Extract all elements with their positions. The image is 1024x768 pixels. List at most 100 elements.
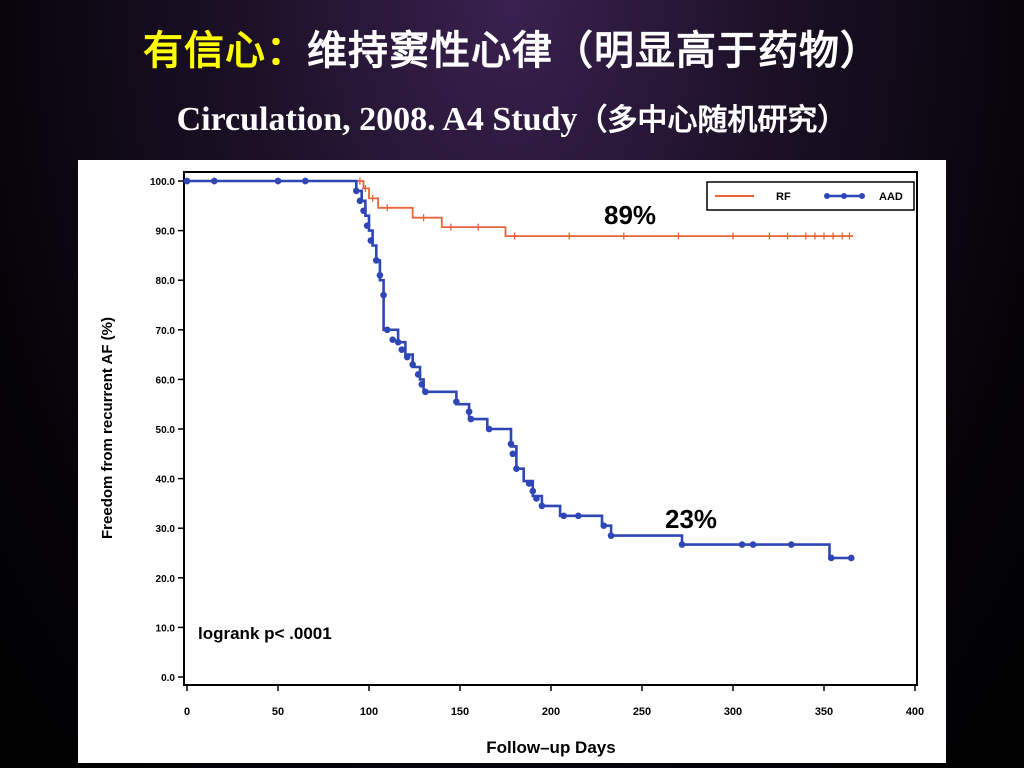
slide-title: 有信心：维持窦性心律（明显高于药物） xyxy=(0,18,1024,76)
censor-point-aad xyxy=(560,512,568,520)
censor-point-aad xyxy=(467,415,475,423)
censor-point-aad xyxy=(465,408,473,415)
censor-point-rf xyxy=(447,223,455,231)
x-tick-label: 200 xyxy=(542,706,560,718)
censor-point-rf xyxy=(420,214,428,222)
legend-aad-marker xyxy=(841,193,847,199)
censor-point-aad xyxy=(414,371,422,378)
plot-frame xyxy=(183,171,918,686)
y-tick-label: 100.0 xyxy=(150,177,175,188)
censor-point-aad xyxy=(607,532,615,539)
censor-point-aad xyxy=(356,197,364,205)
censor-point-rf xyxy=(802,232,810,240)
slide-subtitle: Circulation, 2008. A4 Study（多中心随机研究） xyxy=(0,95,1024,139)
y-tick-label: 90.0 xyxy=(156,227,176,238)
censor-point-aad xyxy=(513,465,520,472)
censor-point-rf xyxy=(361,184,369,192)
rf-end-label: 89% xyxy=(604,200,656,230)
censor-point-aad xyxy=(509,450,517,458)
y-tick-label: 50.0 xyxy=(156,425,176,436)
legend-aad-label: AAD xyxy=(879,191,903,203)
censor-point-aad xyxy=(507,440,515,448)
censor-point-aad xyxy=(749,541,757,548)
series-line-aad xyxy=(187,179,854,560)
y-tick-label: 0.0 xyxy=(161,673,175,684)
censor-point-rf xyxy=(845,232,853,240)
x-tick-label: 400 xyxy=(906,706,924,718)
censor-point-rf xyxy=(784,232,792,240)
censor-point-aad xyxy=(678,541,686,548)
censor-point-aad xyxy=(352,187,360,195)
censor-point-aad xyxy=(787,541,795,548)
series-layer xyxy=(183,177,855,562)
x-tick-label: 150 xyxy=(451,706,469,718)
y-tick-label: 70.0 xyxy=(156,326,176,337)
y-tick-label: 40.0 xyxy=(156,475,176,486)
censor-point-aad xyxy=(538,502,546,510)
aad-end-label: 23% xyxy=(665,504,717,534)
y-tick-label: 10.0 xyxy=(156,623,176,634)
censor-point-aad xyxy=(367,237,375,244)
legend-rf-label: RF xyxy=(776,191,791,203)
censor-point-rf xyxy=(829,232,837,240)
legend-aad-marker xyxy=(824,193,830,199)
censor-point-aad xyxy=(376,271,384,279)
censor-point-rf xyxy=(820,232,828,240)
legend: RF AAD xyxy=(706,181,915,211)
censor-point-aad xyxy=(394,338,402,346)
y-tick-label: 30.0 xyxy=(156,524,176,535)
censor-point-aad xyxy=(302,177,309,185)
censor-point-aad xyxy=(274,177,282,185)
censor-point-rf xyxy=(511,232,519,240)
censor-point-aad xyxy=(525,480,533,487)
censor-point-rf xyxy=(674,232,682,240)
censor-point-rf xyxy=(474,223,482,231)
censor-point-aad xyxy=(372,257,380,264)
censor-point-aad xyxy=(380,291,387,299)
censor-point-aad xyxy=(383,326,391,334)
chart-panel: 0.0 10.0 20.0 30.0 40.0 50.0 60.0 70.0 80.0 90.0 1… xyxy=(78,160,946,763)
censor-point-aad xyxy=(403,353,411,361)
censor-point-aad xyxy=(848,554,855,562)
censor-point-rf xyxy=(765,232,773,240)
slide-subtitle-cn: （多中心随机研究） xyxy=(577,103,848,138)
censor-point-aad xyxy=(600,522,608,530)
y-tick-label: 60.0 xyxy=(156,375,176,386)
censor-point-aad xyxy=(211,177,218,185)
censor-point-aad xyxy=(360,207,367,215)
censor-point-rf xyxy=(729,232,737,240)
slide-title-highlight: 有信心： xyxy=(143,28,307,74)
y-axis-ticks: 0.0 10.0 20.0 30.0 40.0 50.0 60.0 70.0 80.0 90.0 1… xyxy=(150,177,184,684)
x-tick-label: 100 xyxy=(360,706,378,718)
y-tick-label: 20.0 xyxy=(156,574,176,585)
x-tick-label: 50 xyxy=(272,706,284,718)
slide-subtitle-en: Circulation, 2008. A4 Study xyxy=(176,101,578,138)
x-axis-ticks: 0 50 100 150 200 250 300 350 400 xyxy=(184,685,924,718)
censor-point-aad xyxy=(485,425,493,433)
x-tick-label: 0 xyxy=(184,706,190,718)
censor-point-aad xyxy=(409,361,416,368)
x-tick-label: 300 xyxy=(724,706,742,718)
censor-point-aad xyxy=(575,512,582,520)
censor-point-aad xyxy=(827,554,835,562)
legend-box xyxy=(706,181,915,211)
censor-point-aad xyxy=(363,222,371,229)
censor-point-aad xyxy=(183,177,191,185)
censor-point-rf xyxy=(838,232,846,240)
y-tick-label: 80.0 xyxy=(156,276,176,287)
km-chart: 0.0 10.0 20.0 30.0 40.0 50.0 60.0 70.0 80.0 90.0 1… xyxy=(99,171,924,757)
censor-point-aad xyxy=(738,541,746,548)
censor-point-rf xyxy=(369,194,377,202)
slide-title-rest: 维持窦性心律（明显高于药物） xyxy=(307,28,881,74)
logrank-annotation: logrank p< .0001 xyxy=(198,624,332,643)
x-tick-label: 250 xyxy=(633,706,651,718)
censor-point-aad xyxy=(529,487,537,495)
y-axis-title: Freedom from recurrent AF (%) xyxy=(99,317,116,539)
censor-point-aad xyxy=(422,388,429,396)
censor-point-rf xyxy=(620,232,628,240)
x-axis-title: Follow–up Days xyxy=(486,738,615,757)
censor-point-aad xyxy=(418,381,426,388)
censor-point-rf xyxy=(565,232,573,240)
censor-point-rf xyxy=(811,232,819,240)
censor-point-aad xyxy=(398,346,406,353)
